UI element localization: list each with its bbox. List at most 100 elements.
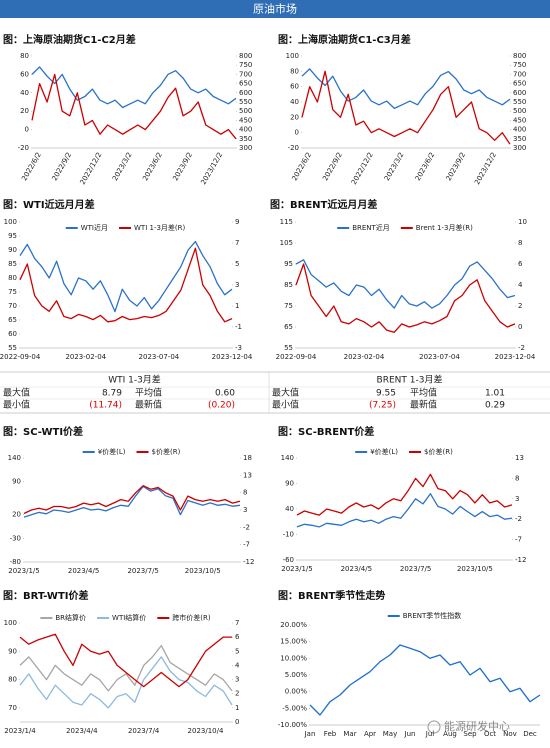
x-tick-label: 2023-07-04 [139, 353, 180, 361]
y2-tick-label: 350 [239, 135, 252, 143]
legend-label: BR结算价 [55, 613, 86, 622]
series-line [296, 493, 513, 528]
y2-tick-label: 10 [518, 218, 527, 226]
y-tick-label: 75 [8, 288, 17, 296]
y-tick-label: 85 [284, 281, 293, 289]
legend-label: WTI近月 [81, 223, 108, 232]
y2-tick-label: 550 [239, 98, 252, 106]
table-cell: 最小值 [272, 399, 299, 411]
y-tick-label: 20 [12, 511, 21, 519]
y-tick-label: 95 [284, 260, 293, 268]
y-tick-label: 90 [12, 478, 21, 486]
table-cell: (0.20) [208, 401, 235, 411]
x-tick-label: 2022-09-04 [0, 353, 41, 361]
y2-tick-label: 700 [513, 70, 526, 78]
y2-tick-label: 300 [239, 144, 252, 152]
y2-tick-label: 13 [243, 471, 252, 479]
x-tick-label: Sep [463, 730, 477, 738]
x-tick-label: Jun [404, 730, 416, 738]
panel-title: 图：SC-WTI价差 [3, 425, 83, 438]
panel-title: 图：BRENT近远月月差 [270, 198, 377, 211]
y2-tick-label: 650 [513, 80, 526, 88]
y2-tick-label: -2 [515, 515, 522, 523]
y-tick-label: 100 [286, 52, 299, 60]
series-line [19, 240, 233, 313]
y-tick-label: 80 [290, 67, 299, 75]
x-tick-label: 2023-02-04 [344, 353, 385, 361]
y2-tick-label: -2 [518, 344, 525, 352]
series-line [295, 263, 516, 333]
x-tick-label: Oct [484, 730, 496, 738]
y2-tick-label: 5 [235, 647, 239, 655]
series-line [19, 633, 232, 688]
x-tick-label: 2023/1/5 [8, 567, 39, 575]
y2-tick-label: -12 [515, 556, 526, 564]
y-tick-label: 65 [284, 323, 293, 331]
y2-tick-label: 600 [513, 89, 526, 97]
y2-tick-label: -1 [235, 323, 242, 331]
y-tick-label: 95 [8, 232, 17, 240]
legend-label: $价差(R) [152, 447, 181, 456]
y2-tick-label: 5 [235, 260, 239, 268]
y2-tick-label: 550 [513, 98, 526, 106]
y-tick-label: 80 [20, 52, 29, 60]
legend-label: 跨市价差(R) [172, 613, 211, 622]
series-line [19, 656, 233, 709]
table-cell: 最小值 [3, 399, 30, 411]
series-line [301, 70, 511, 145]
y2-tick-label: 3 [515, 495, 519, 503]
series-line [23, 485, 241, 518]
y2-tick-label: 18 [243, 454, 252, 462]
y-tick-label: 0.00% [285, 688, 308, 696]
y2-tick-label: 1 [235, 302, 239, 310]
y2-tick-label: 7 [235, 619, 239, 627]
y-tick-label: 0 [25, 126, 29, 134]
y2-tick-label: 4 [235, 661, 240, 669]
y-tick-label: 90 [8, 246, 17, 254]
y2-tick-label: 750 [239, 61, 252, 69]
series-line [31, 66, 237, 109]
y2-tick-label: 6 [518, 260, 523, 268]
panel-title: 图：上海原油期货C1-C3月差 [278, 33, 411, 46]
x-tick-label: 2023-02-04 [65, 353, 106, 361]
y-tick-label: 20.00% [280, 621, 307, 629]
x-tick-label: 2023/7/5 [400, 565, 431, 573]
y-tick-label: 85 [8, 260, 17, 268]
table-cell: 平均值 [135, 387, 162, 399]
panel-title: 图：上海原油期货C1-C2月差 [3, 33, 136, 46]
y2-tick-label: 500 [513, 107, 526, 115]
x-tick-label: 2023-12-04 [495, 353, 536, 361]
x-tick-label: 2023/7/5 [127, 567, 158, 575]
x-tick-label: Dec [523, 730, 537, 738]
x-tick-label: 2023/1/4 [4, 727, 36, 735]
y2-tick-label: 800 [513, 52, 526, 60]
y2-tick-label: 2 [518, 302, 522, 310]
x-tick-label: 2023/1/5 [281, 565, 312, 573]
y2-tick-label: 0 [235, 718, 239, 726]
y-tick-label: 20 [290, 113, 299, 121]
panel-title: 图：BRT-WTI价差 [3, 589, 89, 602]
x-tick-label: 2023/4/5 [341, 565, 372, 573]
y2-tick-label: 300 [513, 144, 526, 152]
y2-tick-label: -3 [235, 344, 242, 352]
x-tick-label: 2023/7/4 [128, 727, 160, 735]
y-tick-label: 20 [20, 107, 29, 115]
x-tick-label: Jan [304, 730, 316, 738]
panel-title: 图：WTI近远月月差 [3, 198, 95, 211]
y-tick-label: 10.00% [280, 654, 307, 662]
y-tick-label: 140 [281, 454, 294, 462]
y-tick-label: 75 [284, 302, 293, 310]
y-tick-label: 60 [8, 330, 17, 338]
y2-tick-label: -7 [515, 536, 522, 544]
y2-tick-label: 8 [515, 474, 519, 482]
y2-tick-label: 650 [239, 80, 252, 88]
y2-tick-label: 400 [239, 126, 252, 134]
y2-tick-label: 3 [235, 281, 239, 289]
series-line [31, 73, 237, 140]
y2-tick-label: 2 [235, 690, 239, 698]
y2-tick-label: 8 [243, 489, 247, 497]
table-cell: 1.01 [485, 389, 505, 399]
y-tick-label: 40 [20, 89, 29, 97]
x-tick-label: Apr [364, 730, 376, 738]
